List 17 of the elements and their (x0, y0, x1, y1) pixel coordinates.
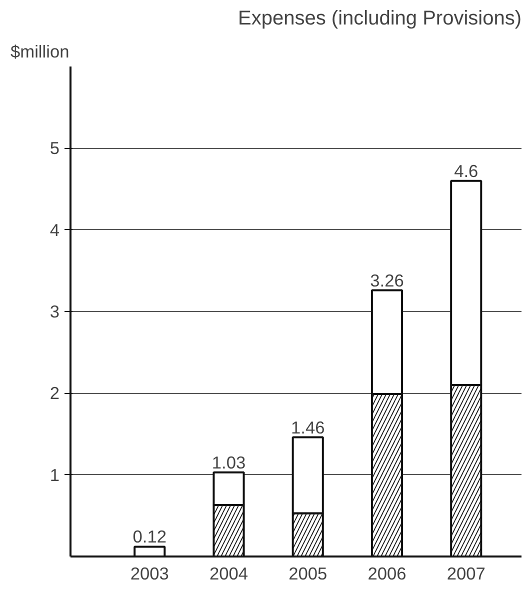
x-tick-label: 2005 (288, 564, 328, 584)
y-tick-label: 3 (50, 302, 60, 322)
x-tick-label: 2007 (446, 564, 486, 584)
y-tick-label: 5 (50, 138, 60, 158)
y-tick-label: 2 (50, 383, 60, 404)
total-label: 4.6 (454, 160, 478, 181)
x-tick-label: 2003 (130, 564, 169, 584)
y-tick-label: 1 (50, 464, 60, 485)
total-label: 1.46 (291, 417, 325, 438)
x-tick-label: 2006 (368, 564, 406, 584)
y-tick-label: 4 (50, 220, 60, 240)
total-label: 3.26 (370, 270, 404, 290)
total-label: 1.03 (212, 452, 246, 472)
chart-title: Expenses (including Provisions) (238, 8, 522, 30)
total-label: 0.12 (132, 526, 166, 547)
x-tick-label: 2004 (209, 564, 248, 584)
y-axis-title: $million (10, 42, 70, 62)
